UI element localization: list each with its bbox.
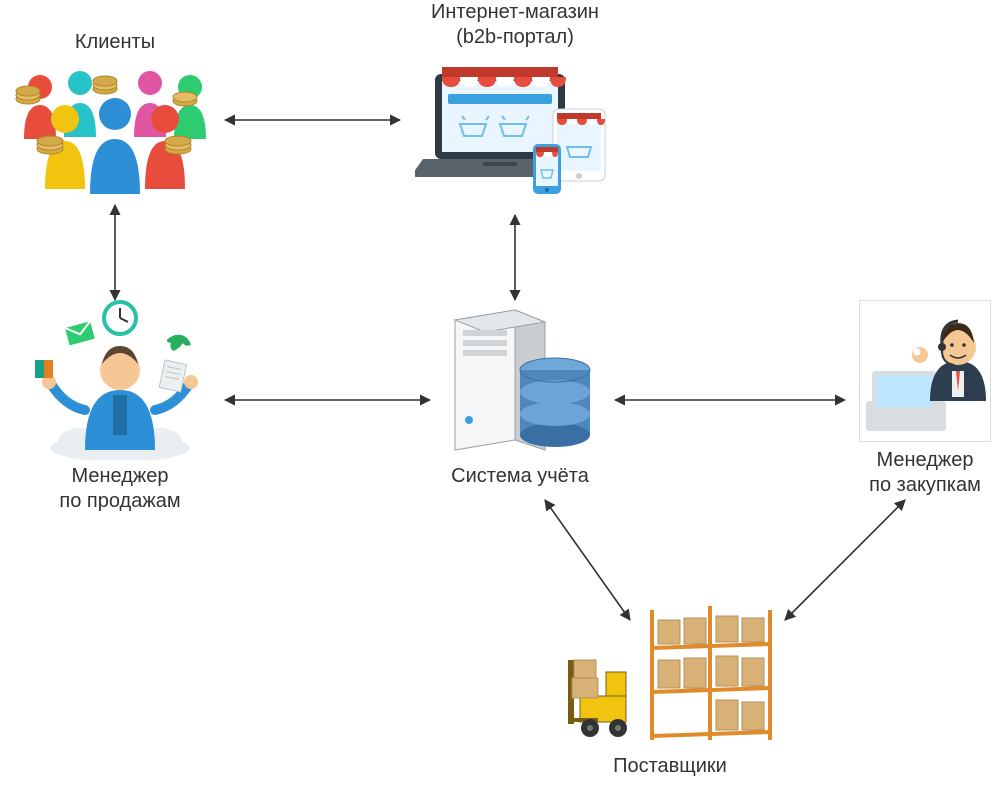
purch-mgr-label-1: Менеджер: [850, 448, 1000, 473]
shop-label-1: Интернет-магазин: [400, 0, 630, 25]
system-label: Система учёта: [430, 464, 610, 489]
warehouse-forklift-icon: [560, 600, 780, 750]
node-shop: Интернет-магазин (b2b-портал): [400, 0, 630, 204]
node-suppliers: Поставщики: [560, 600, 780, 779]
sales-mgr-label-2: по продажам: [20, 489, 220, 514]
sales-mgr-label-1: Менеджер: [20, 464, 220, 489]
edge-purch_mgr-suppliers: [785, 500, 905, 620]
manager-headset-laptop-icon: [859, 300, 991, 442]
multitasking-manager-icon: [25, 300, 215, 460]
laptop-store-icon: [415, 54, 615, 204]
server-with-db-icon: [435, 300, 605, 460]
clients-label: Клиенты: [10, 30, 220, 55]
node-sales-manager: Менеджер по продажам: [20, 300, 220, 514]
diagram-stage: { "diagram": { "type": "network", "canva…: [0, 0, 1000, 800]
node-purchasing-manager: Менеджер по закупкам: [850, 300, 1000, 498]
shop-label-2: (b2b-портал): [400, 25, 630, 50]
purch-mgr-label-2: по закупкам: [850, 473, 1000, 498]
people-with-coins-icon: [10, 59, 220, 199]
suppliers-label: Поставщики: [560, 754, 780, 779]
node-clients: Клиенты: [10, 30, 220, 199]
node-system: Система учёта: [430, 300, 610, 489]
